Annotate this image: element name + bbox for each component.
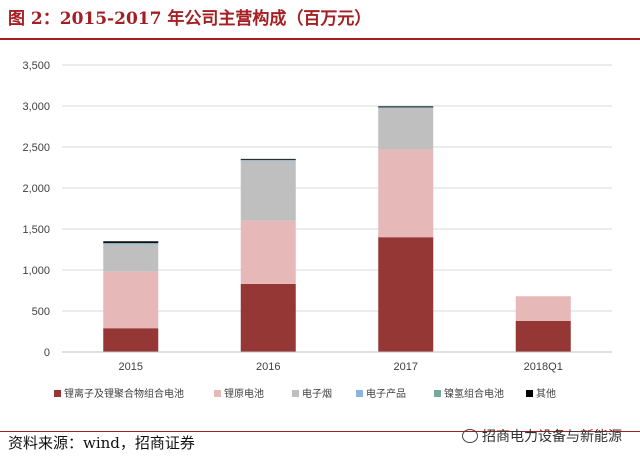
bar-segment: [240, 158, 296, 160]
bar-segment: [515, 296, 571, 321]
bar-segment: [240, 159, 296, 161]
bar-segment: [103, 242, 159, 244]
x-axis-ticks: 2015 2016 2017 2018Q1: [119, 361, 563, 373]
watermark-text: 招商电力设备与新能源: [482, 429, 622, 445]
legend: 锂离子及锂聚合物组合电池 锂原电池 电子烟 电子产品 镍氢组合电池 其他: [54, 387, 556, 400]
bar-segment: [103, 244, 159, 272]
bar-segment: [103, 328, 159, 352]
bar-segment: [240, 283, 296, 352]
x-tick-label: 2016: [256, 361, 280, 373]
x-tick-label: 2015: [119, 361, 143, 373]
watermark: 招商电力设备与新能源: [462, 426, 622, 446]
wechat-icon: [462, 429, 478, 443]
legend-swatch: [54, 390, 61, 397]
legend-swatch: [356, 390, 363, 397]
bar-segment: [240, 159, 296, 161]
y-tick-label: 1,500: [22, 224, 50, 236]
legend-swatch: [214, 390, 221, 397]
legend-swatch: [526, 390, 533, 397]
x-tick-label: 2018Q1: [524, 361, 563, 373]
bar-segment: [378, 237, 434, 352]
legend-label: 锂原电池: [224, 387, 264, 400]
y-tick-label: 3,000: [22, 101, 50, 113]
bar-segment: [103, 271, 159, 329]
legend-swatch: [292, 390, 299, 397]
y-tick-label: 2,500: [22, 142, 50, 154]
bars: [103, 106, 571, 352]
legend-label: 电子产品: [366, 387, 406, 400]
legend-swatch: [434, 390, 441, 397]
footer-rule: [0, 431, 640, 432]
bar-segment: [378, 106, 434, 108]
y-tick-label: 3,500: [22, 60, 50, 72]
legend-label: 其他: [536, 387, 556, 400]
y-tick-label: 1,000: [22, 265, 50, 277]
bar-segment: [103, 243, 159, 245]
bar-segment: [240, 220, 296, 284]
figure-title: 图 2：2015-2017 年公司主营构成（百万元）: [8, 9, 372, 29]
y-tick-label: 2,000: [22, 183, 50, 195]
legend-label: 镍氢组合电池: [444, 387, 504, 400]
bar-segment: [378, 107, 434, 150]
bar-segment: [378, 107, 434, 109]
legend-label: 锂离子及锂聚合物组合电池: [64, 387, 184, 400]
bar-segment: [378, 106, 434, 108]
title-rule: [0, 38, 640, 40]
legend-label: 电子烟: [302, 387, 332, 400]
bar-segment: [515, 320, 571, 352]
bar-segment: [103, 241, 159, 243]
y-tick-label: 500: [32, 306, 50, 318]
source-note: 资料来源：wind，招商证券: [8, 434, 195, 452]
bar-segment: [378, 149, 434, 238]
y-axis-ticks: 0 500 1,000 1,500 2,000 2,500 3,000 3,500: [22, 60, 50, 359]
x-tick-label: 2017: [394, 361, 418, 373]
bar-segment: [240, 160, 296, 221]
y-tick-label: 0: [44, 347, 50, 359]
